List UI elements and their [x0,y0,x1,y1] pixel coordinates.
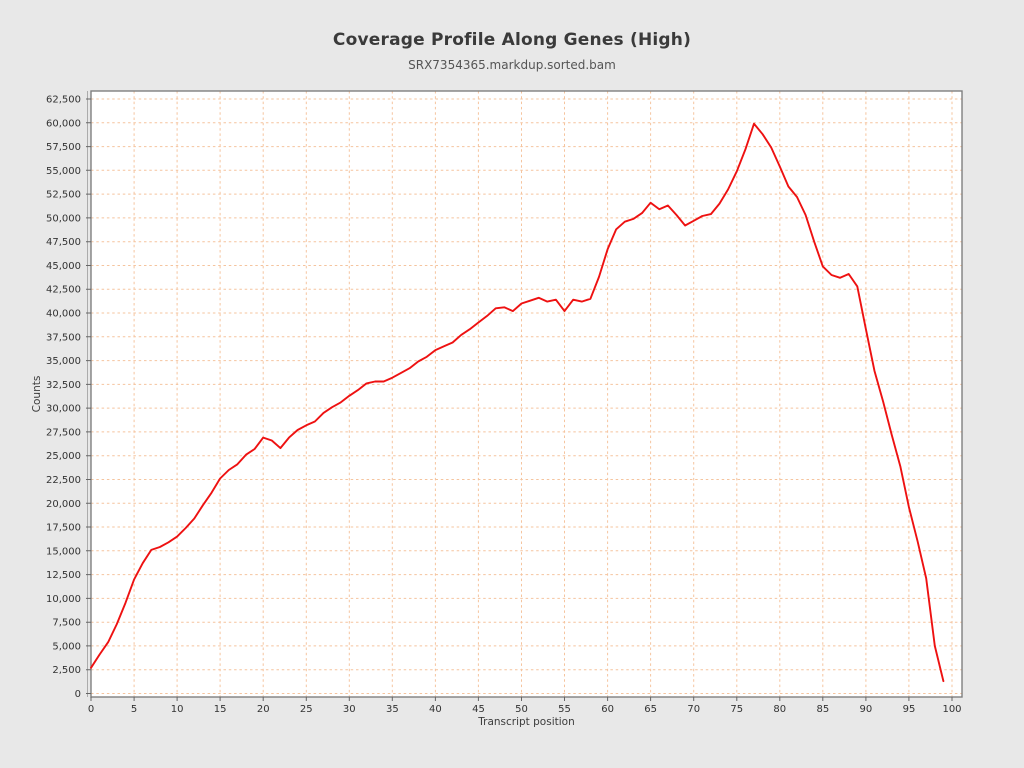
x-tick-label: 30 [343,704,356,715]
x-tick-label: 100 [942,704,961,715]
plot-area-background [91,91,962,697]
y-tick-label: 0 [75,689,81,700]
chart-subtitle: SRX7354365.markdup.sorted.bam [408,58,616,72]
y-axis-tick-labels: 0 2,500 5,000 7,500 10,000 12,500 15,000 17,500… [46,95,81,701]
x-tick-label: 5 [131,704,137,715]
y-axis-title: Counts [31,375,43,413]
x-tick-label: 20 [257,704,270,715]
x-tick-label: 85 [816,704,829,715]
y-axis-ticks [86,98,91,694]
coverage-line-series [90,122,945,683]
x-tick-label: 0 [88,704,94,715]
horizontal-gridlines [91,98,962,694]
x-axis-ticks [90,697,953,701]
y-tick-label: 42,500 [46,285,81,296]
y-tick-label: 30,000 [46,404,81,415]
y-tick-label: 12,500 [46,570,81,581]
x-axis-tick-labels: 0 5 10 15 20 25 30 35 40 45 50 55 60 65 70 75 80 85 90 95 10… [88,704,962,715]
x-tick-label: 35 [386,704,399,715]
x-tick-label: 10 [171,704,184,715]
y-tick-label: 10,000 [46,594,81,605]
y-tick-label: 32,500 [46,380,81,391]
y-tick-label: 25,000 [46,451,81,462]
y-tick-label: 7,500 [52,618,81,629]
y-tick-label: 5,000 [52,641,81,652]
y-tick-label: 20,000 [46,499,81,510]
y-tick-label: 57,500 [46,142,81,153]
y-tick-label: 62,500 [46,95,81,106]
x-axis-title: Transcript position [478,716,575,728]
y-tick-label: 60,000 [46,118,81,129]
x-tick-label: 95 [903,704,916,715]
y-tick-label: 17,500 [46,523,81,534]
x-tick-label: 15 [214,704,227,715]
y-tick-label: 40,000 [46,309,81,320]
y-tick-label: 35,000 [46,356,81,367]
vertical-gridlines [90,91,953,697]
y-tick-label: 52,500 [46,190,81,201]
plot-border [90,90,963,698]
x-tick-label: 55 [558,704,571,715]
x-tick-label: 50 [515,704,528,715]
y-tick-label: 2,500 [52,665,81,676]
y-tick-label: 27,500 [46,427,81,438]
y-tick-label: 37,500 [46,332,81,343]
x-tick-label: 40 [429,704,442,715]
x-tick-label: 60 [601,704,614,715]
x-tick-label: 75 [730,704,743,715]
y-tick-label: 50,000 [46,213,81,224]
y-tick-label: 45,000 [46,261,81,272]
x-tick-label: 90 [860,704,873,715]
y-tick-label: 47,500 [46,237,81,248]
y-tick-label: 15,000 [46,546,81,557]
x-tick-label: 65 [644,704,657,715]
x-tick-label: 25 [300,704,313,715]
x-tick-label: 45 [472,704,485,715]
y-tick-label: 22,500 [46,475,81,486]
chart-title: Coverage Profile Along Genes (High) [332,30,692,50]
y-tick-label: 55,000 [46,166,81,177]
x-tick-label: 80 [773,704,786,715]
x-tick-label: 70 [687,704,700,715]
